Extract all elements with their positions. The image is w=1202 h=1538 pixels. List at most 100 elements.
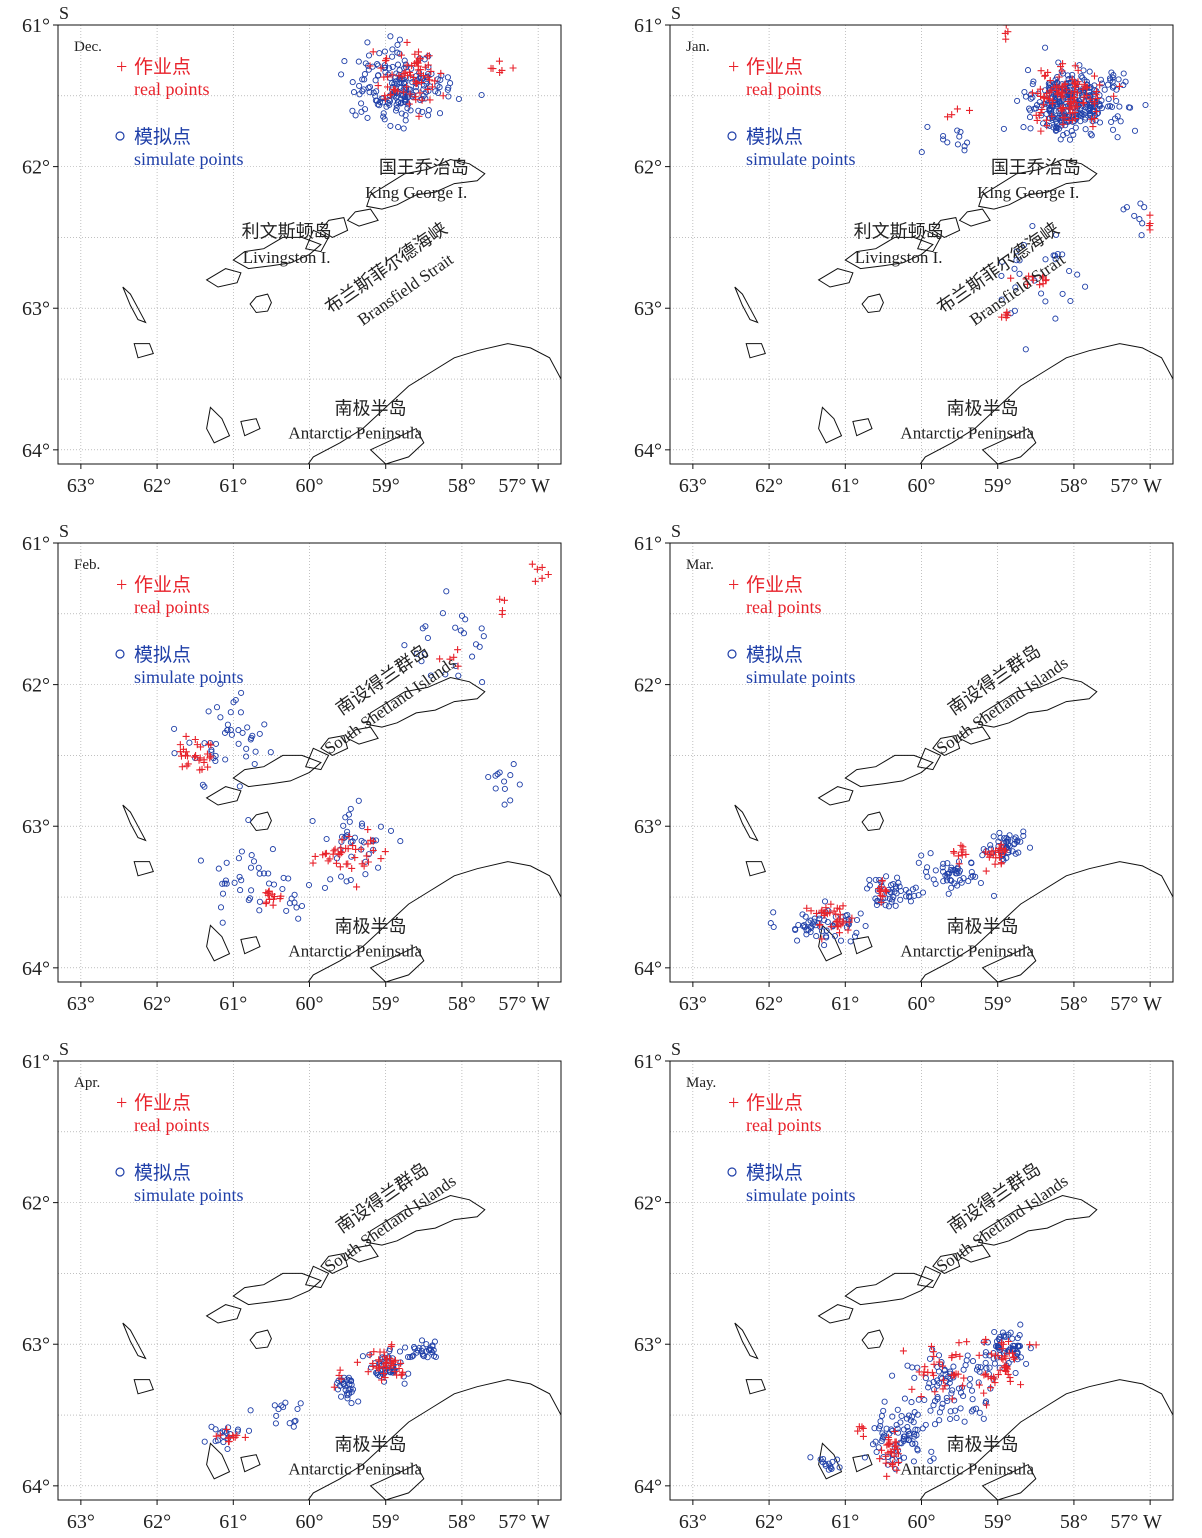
simulated-point <box>1014 1350 1021 1357</box>
simulated-point <box>820 1455 827 1463</box>
simulated-point <box>256 898 263 905</box>
island-kingGeorge <box>366 158 486 210</box>
island-trinity <box>240 418 261 437</box>
real-point <box>364 858 372 866</box>
simulated-point <box>372 77 379 84</box>
simulated-point <box>910 1458 917 1465</box>
simulated-point <box>349 107 356 114</box>
island-snow <box>817 786 854 806</box>
island-livingston <box>844 236 934 270</box>
real-point <box>877 883 885 891</box>
simulated-point <box>373 837 380 844</box>
legend-sim-symbol <box>727 1167 737 1177</box>
simulated-point <box>423 80 430 87</box>
simulated-point <box>321 884 329 891</box>
simulated-point <box>938 1375 946 1382</box>
lon-tick-label: 59° <box>984 993 1012 1015</box>
simulated-point <box>906 893 913 900</box>
real-point <box>181 751 189 759</box>
simulated-point <box>1082 126 1089 133</box>
simulated-point <box>222 877 229 884</box>
label-livingston-cn: 利文斯顿岛 <box>854 221 944 241</box>
simulated-point <box>886 895 893 902</box>
gridlines <box>670 25 1173 464</box>
simulated-point <box>1013 257 1020 264</box>
simulated-point <box>402 117 409 124</box>
real-point <box>931 1388 939 1396</box>
simulated-point <box>1063 130 1070 137</box>
simulated-point <box>976 1409 983 1416</box>
real-point <box>241 1433 249 1441</box>
simulated-point <box>250 858 258 865</box>
simulated-point <box>295 915 302 922</box>
legend-sim-cn: 模拟点 <box>746 1162 803 1184</box>
simulated-point <box>939 1400 946 1407</box>
simulated-point <box>945 1373 952 1380</box>
real-point <box>929 1348 937 1356</box>
real-point <box>269 901 277 909</box>
simulated-point <box>851 933 859 940</box>
island-robert <box>932 1253 961 1274</box>
simulated-point <box>914 1364 921 1371</box>
real-point <box>1039 274 1047 282</box>
island-robert <box>932 735 961 756</box>
simulated-point <box>377 98 384 106</box>
real-point <box>538 563 546 571</box>
real-point <box>833 904 841 912</box>
real-point <box>436 655 444 663</box>
simulated-point <box>355 1398 362 1405</box>
simulated-point <box>954 864 961 871</box>
simulated-point <box>409 1353 416 1360</box>
real-point <box>930 1360 938 1368</box>
simulated-point <box>212 757 219 765</box>
simulated-point <box>1011 265 1018 272</box>
simulated-point <box>943 877 951 884</box>
simulated-point <box>968 1387 976 1394</box>
real-point <box>939 1376 947 1384</box>
simulated-point <box>501 785 508 792</box>
simulated-point <box>421 56 428 63</box>
real-point <box>997 840 1005 848</box>
real-point <box>1058 67 1066 75</box>
simulated-point <box>857 910 864 917</box>
simulated-point <box>948 864 955 871</box>
real-point <box>395 72 403 80</box>
real-point <box>921 1363 929 1371</box>
simulated-point <box>1109 126 1117 133</box>
simulated-point <box>892 902 899 909</box>
island-tabarin <box>981 1463 1037 1500</box>
island-low <box>133 861 154 877</box>
island-brabant <box>206 924 231 962</box>
simulated-point <box>866 876 873 883</box>
real-point <box>1001 29 1009 37</box>
island-brabant <box>206 406 231 444</box>
simulated-point <box>374 60 381 68</box>
simulated-point <box>918 852 925 859</box>
simulated-point <box>1022 346 1029 353</box>
real-point <box>957 841 965 849</box>
simulated-point <box>256 870 263 877</box>
lat-unit-label: S <box>59 521 69 541</box>
island-brabant <box>818 406 843 444</box>
legend-real-symbol: + <box>728 56 739 78</box>
legend-sim-cn: 模拟点 <box>746 644 803 666</box>
label-livingston-en: Livingston I. <box>243 248 331 267</box>
simulated-point <box>901 1395 908 1402</box>
real-point <box>399 1368 407 1376</box>
simulated-point <box>510 761 517 768</box>
real-point <box>380 1369 388 1377</box>
real-point <box>958 851 966 859</box>
simulated-point <box>902 893 910 900</box>
real-point <box>351 854 359 862</box>
simulated-point <box>966 1382 973 1389</box>
points <box>171 560 552 926</box>
real-point <box>836 911 844 919</box>
island-tabarin <box>981 945 1037 982</box>
island-kingGeorge <box>366 1194 486 1246</box>
real-point <box>353 1358 361 1366</box>
real-point <box>1079 85 1087 93</box>
simulated-point <box>1042 256 1049 263</box>
simulated-point <box>381 62 388 69</box>
simulated-point <box>1038 290 1045 297</box>
real-point <box>428 83 436 91</box>
